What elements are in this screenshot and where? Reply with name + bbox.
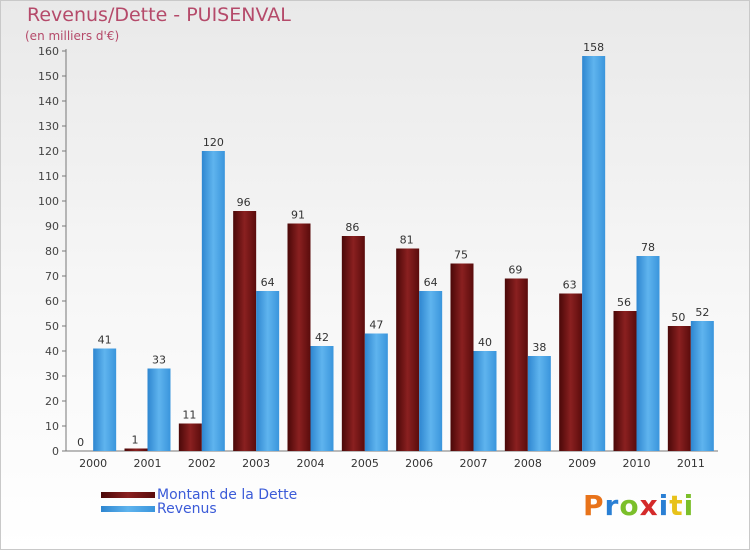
bars xyxy=(93,56,714,451)
bar-dette xyxy=(450,263,474,451)
value-label-dette: 56 xyxy=(617,296,631,309)
logo-letter: t xyxy=(669,489,684,522)
legend-swatch-revenus xyxy=(101,506,155,512)
y-tick-label: 70 xyxy=(45,270,59,283)
bar-revenus xyxy=(473,351,497,451)
bar-revenus xyxy=(527,356,551,451)
value-label-dette: 63 xyxy=(563,279,577,292)
y-tick-label: 80 xyxy=(45,245,59,258)
bar-dette xyxy=(613,311,637,451)
proxiti-logo: Proxiti xyxy=(583,489,694,522)
y-tick-label: 150 xyxy=(38,70,59,83)
y-tick-label: 110 xyxy=(38,170,59,183)
bar-revenus xyxy=(201,151,225,451)
x-tick-label: 2009 xyxy=(568,457,596,470)
y-tick-label: 100 xyxy=(38,195,59,208)
value-label-revenus: 52 xyxy=(695,306,709,319)
value-label-dette: 96 xyxy=(237,196,251,209)
value-label-revenus: 40 xyxy=(478,336,492,349)
y-tick-label: 0 xyxy=(52,445,59,458)
logo-letter: i xyxy=(658,489,670,522)
chart-title: Revenus/Dette - PUISENVAL xyxy=(27,4,291,26)
value-label-dette: 1 xyxy=(132,434,139,447)
value-label-revenus: 78 xyxy=(641,241,655,254)
value-label-dette: 86 xyxy=(345,221,359,234)
bar-revenus xyxy=(690,321,714,451)
chart-subtitle: (en milliers d'€) xyxy=(25,29,120,43)
x-axis: 2000 2001 2002 2003 2004 2005 2006 2007 2008 2009… xyxy=(66,450,718,470)
logo-letter: o xyxy=(619,489,640,522)
y-tick-label: 120 xyxy=(38,145,59,158)
bar-dette xyxy=(178,423,202,451)
legend-label-revenus: Revenus xyxy=(157,501,217,517)
bar-dette xyxy=(504,278,528,451)
value-label-dette: 81 xyxy=(400,234,414,247)
bar-revenus xyxy=(256,291,280,451)
y-tick-label: 50 xyxy=(45,320,59,333)
x-tick-label: 2006 xyxy=(405,457,433,470)
bar-dette xyxy=(396,248,420,451)
bar-revenus xyxy=(419,291,443,451)
value-label-revenus: 158 xyxy=(583,41,604,54)
y-tick-label: 30 xyxy=(45,370,59,383)
y-tick-label: 10 xyxy=(45,420,59,433)
y-tick-label: 20 xyxy=(45,395,59,408)
value-label-dette: 69 xyxy=(508,264,522,277)
bar-revenus xyxy=(147,368,171,451)
logo-letter: i xyxy=(683,489,695,522)
bar-dette xyxy=(233,211,257,451)
logo-letter: x xyxy=(639,489,659,522)
y-tick-label: 40 xyxy=(45,345,59,358)
y-tick-label: 90 xyxy=(45,220,59,233)
x-tick-label: 2003 xyxy=(242,457,270,470)
value-label-revenus: 47 xyxy=(369,319,383,332)
x-tick-label: 2008 xyxy=(514,457,542,470)
bar-dette xyxy=(124,448,148,451)
legend-swatch-dette xyxy=(101,492,155,498)
x-tick-label: 2002 xyxy=(188,457,216,470)
value-label-revenus: 33 xyxy=(152,354,166,367)
value-label-revenus: 38 xyxy=(532,341,546,354)
value-label-dette: 11 xyxy=(182,409,196,422)
y-tick-label: 140 xyxy=(38,95,59,108)
value-label-revenus: 64 xyxy=(424,276,438,289)
bar-dette xyxy=(667,326,691,451)
logo-letter: P xyxy=(583,489,605,522)
value-label-revenus: 64 xyxy=(261,276,275,289)
legend-item-dette: Montant de la Dette xyxy=(101,487,298,503)
x-tick-label: 2005 xyxy=(351,457,379,470)
bar-revenus xyxy=(310,346,334,451)
bar-dette xyxy=(341,236,365,451)
value-label-dette: 91 xyxy=(291,209,305,222)
x-tick-label: 2011 xyxy=(677,457,705,470)
y-tick-label: 130 xyxy=(38,120,59,133)
legend-item-revenus: Revenus xyxy=(101,501,217,517)
value-labels: 0 41 1 33 11 120 96 64 91 42 86 47 81 64 75 40 69 38 63 158… xyxy=(77,41,709,449)
bar-dette xyxy=(559,293,583,451)
value-label-revenus: 42 xyxy=(315,331,329,344)
y-tick-label: 60 xyxy=(45,295,59,308)
value-label-dette: 75 xyxy=(454,249,468,262)
x-tick-label: 2001 xyxy=(134,457,162,470)
x-tick-label: 2007 xyxy=(460,457,488,470)
bar-revenus xyxy=(636,256,660,451)
x-tick-label: 2000 xyxy=(79,457,107,470)
legend-label-dette: Montant de la Dette xyxy=(157,487,298,503)
bar-dette xyxy=(287,223,311,451)
y-axis: 0 10 20 30 40 50 60 70 80 90 100 110 120 130 140 150 160 xyxy=(38,45,67,458)
value-label-revenus: 41 xyxy=(98,334,112,347)
value-label-dette: 0 xyxy=(77,436,84,449)
bar-revenus xyxy=(93,348,117,451)
bar-revenus xyxy=(582,56,606,451)
logo-letter: r xyxy=(604,489,620,522)
y-tick-label: 160 xyxy=(38,45,59,58)
value-label-revenus: 120 xyxy=(203,136,224,149)
bar-revenus xyxy=(364,333,388,451)
value-label-dette: 50 xyxy=(671,311,685,324)
x-tick-label: 2004 xyxy=(297,457,325,470)
x-tick-label: 2010 xyxy=(623,457,651,470)
